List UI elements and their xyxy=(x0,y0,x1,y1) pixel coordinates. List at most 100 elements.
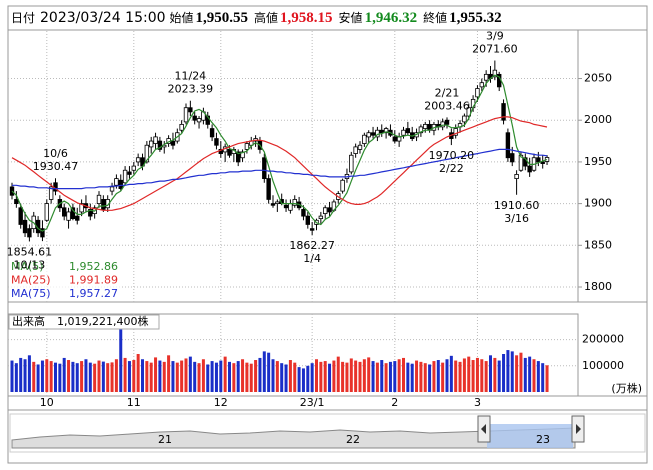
volume-bar xyxy=(228,361,231,392)
navigator-selection[interactable] xyxy=(487,424,573,448)
volume-bar xyxy=(75,363,79,392)
volume-bar xyxy=(362,359,366,392)
volume-bar xyxy=(110,362,114,392)
volume-bar xyxy=(323,361,327,392)
volume-bar xyxy=(349,358,353,392)
volume-title: 出来高 xyxy=(12,314,45,328)
candle-body xyxy=(192,115,197,121)
volume-bar xyxy=(267,352,271,392)
volume-total: 1,019,221,400株 xyxy=(57,314,148,328)
volume-bar xyxy=(49,361,53,392)
x-tick-label: 12 xyxy=(214,396,228,409)
volume-bar xyxy=(136,354,140,392)
volume-bar xyxy=(67,360,71,392)
volume-bar xyxy=(84,359,88,392)
candle-body xyxy=(453,128,458,136)
candle-body xyxy=(292,199,297,206)
volume-bar xyxy=(241,359,245,392)
y-tick-label: 1950 xyxy=(584,155,612,168)
y-tick-label: 1850 xyxy=(584,238,612,251)
volume-bar xyxy=(141,359,144,392)
volume-bar xyxy=(214,362,218,392)
candle-body xyxy=(501,103,506,121)
y-tick-label: 1900 xyxy=(584,197,612,210)
x-tick-label: 3 xyxy=(474,396,481,409)
unit-label: (万株) xyxy=(611,381,642,395)
candle-body xyxy=(79,203,84,213)
annotation-price: 1930.47 xyxy=(33,160,79,173)
candle-body xyxy=(240,151,245,159)
field-label: 高値 xyxy=(254,11,279,25)
field-value: 1,946.32 xyxy=(364,10,418,26)
candle-body xyxy=(423,123,428,129)
volume-bar xyxy=(132,360,136,392)
navigator[interactable] xyxy=(9,413,646,453)
candle-body xyxy=(235,151,241,163)
volume-bar xyxy=(249,363,253,392)
candle-body xyxy=(122,169,128,184)
volume-bar xyxy=(489,355,492,392)
annotation-price: 2071.60 xyxy=(472,43,518,56)
volume-bar xyxy=(180,360,184,392)
candle-body xyxy=(401,129,406,136)
volume-bar xyxy=(167,355,171,392)
volume-bar xyxy=(454,360,458,392)
volume-bar xyxy=(106,363,110,392)
volume-bar xyxy=(275,361,279,392)
volume-bar xyxy=(23,359,27,392)
volume-bar xyxy=(58,363,62,392)
volume-bar xyxy=(436,360,440,392)
volume-bar xyxy=(458,361,462,392)
field-label: 安値 xyxy=(338,11,363,25)
annotation-date: 10/6 xyxy=(43,147,68,160)
legend-box xyxy=(9,258,121,301)
annotation-price: 1910.60 xyxy=(494,199,540,212)
candle-body xyxy=(114,178,119,186)
candle-body xyxy=(418,126,424,134)
volume-bar xyxy=(380,360,384,392)
candle-body xyxy=(109,186,115,192)
field-value: 1,958.15 xyxy=(280,10,333,26)
candle-body xyxy=(66,211,71,221)
volume-bar xyxy=(397,359,401,392)
volume-bar xyxy=(319,361,323,392)
candle-body xyxy=(475,88,480,98)
volume-bar xyxy=(415,360,419,392)
candle-body xyxy=(305,215,310,225)
volume-bar xyxy=(328,363,332,392)
candle-body xyxy=(88,209,93,217)
volume-bar xyxy=(158,360,162,392)
candle-body xyxy=(383,128,389,134)
candle-body xyxy=(9,186,15,196)
candle-body xyxy=(266,178,271,200)
volume-bar xyxy=(402,357,405,392)
legend-name: MA(25) xyxy=(11,274,51,287)
volume-bar xyxy=(528,356,532,392)
annotation-price: 1970.20 xyxy=(429,149,475,162)
volume-bar xyxy=(293,362,297,392)
candle-body xyxy=(309,228,315,231)
volume-bar xyxy=(197,363,201,392)
ma-line xyxy=(11,116,548,211)
candle-body xyxy=(101,199,106,210)
candle-body xyxy=(440,121,445,128)
volume-bar xyxy=(315,359,318,392)
volume-bar xyxy=(406,362,410,392)
candle-body xyxy=(244,143,250,150)
candle-body xyxy=(544,157,550,162)
volume-bar xyxy=(119,327,123,392)
volume-bar xyxy=(271,359,275,392)
volume-bar xyxy=(19,357,23,392)
volume-bar xyxy=(280,363,284,392)
volume-bar xyxy=(14,363,18,392)
volume-bar xyxy=(341,361,345,392)
volume-bar xyxy=(367,357,371,392)
candle-body xyxy=(196,118,202,123)
candle-body xyxy=(353,146,358,154)
volume-bar xyxy=(423,363,427,392)
volume-bar xyxy=(245,362,249,392)
field-label: 始値 xyxy=(169,11,194,25)
candle-body xyxy=(505,132,511,159)
